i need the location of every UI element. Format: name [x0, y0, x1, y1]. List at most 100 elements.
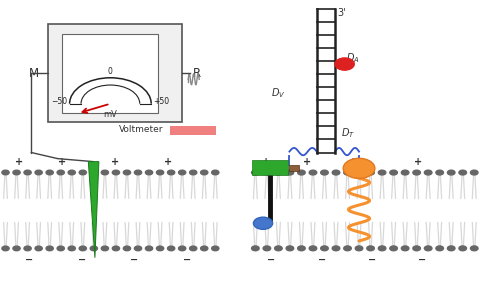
Circle shape: [179, 246, 186, 251]
Text: +: +: [414, 157, 421, 167]
Text: +50: +50: [153, 97, 169, 106]
Text: M: M: [28, 67, 39, 80]
Polygon shape: [88, 162, 99, 258]
Circle shape: [332, 170, 340, 175]
Circle shape: [286, 170, 294, 175]
Circle shape: [355, 246, 363, 251]
Circle shape: [201, 246, 208, 251]
Text: $D_V$: $D_V$: [271, 86, 286, 100]
Circle shape: [263, 170, 271, 175]
Bar: [252, 160, 288, 175]
Circle shape: [101, 170, 108, 175]
Circle shape: [378, 170, 386, 175]
Circle shape: [401, 246, 409, 251]
Bar: [48, 24, 182, 122]
Text: +: +: [303, 157, 311, 167]
Circle shape: [35, 246, 42, 251]
Text: +: +: [349, 157, 357, 167]
Circle shape: [24, 246, 31, 251]
Text: −: −: [419, 255, 426, 265]
Circle shape: [286, 246, 294, 251]
Circle shape: [470, 170, 478, 175]
Circle shape: [68, 170, 75, 175]
Text: 0: 0: [108, 67, 113, 77]
Circle shape: [90, 170, 97, 175]
Circle shape: [332, 246, 340, 251]
Circle shape: [263, 246, 271, 251]
Text: Voltmeter: Voltmeter: [120, 125, 164, 134]
Circle shape: [123, 246, 131, 251]
Text: −: −: [78, 255, 85, 265]
Circle shape: [212, 170, 219, 175]
Text: $D_T$: $D_T$: [341, 126, 355, 140]
Circle shape: [390, 170, 397, 175]
Circle shape: [390, 246, 397, 251]
Circle shape: [436, 170, 444, 175]
Circle shape: [57, 170, 64, 175]
Text: R: R: [193, 67, 201, 80]
Circle shape: [424, 170, 432, 175]
Text: +: +: [263, 157, 270, 167]
Circle shape: [13, 246, 20, 251]
Circle shape: [309, 170, 317, 175]
Text: −: −: [318, 255, 325, 265]
Circle shape: [35, 170, 42, 175]
Circle shape: [212, 246, 219, 251]
Circle shape: [447, 170, 455, 175]
Text: +: +: [111, 157, 119, 167]
Circle shape: [168, 170, 175, 175]
Circle shape: [298, 246, 305, 251]
Circle shape: [447, 246, 455, 251]
Circle shape: [112, 246, 120, 251]
Bar: [62, 34, 158, 113]
Circle shape: [298, 170, 305, 175]
Text: mV: mV: [104, 110, 117, 120]
Text: +: +: [15, 157, 23, 167]
Text: −: −: [131, 255, 138, 265]
Text: +: +: [59, 157, 66, 167]
Circle shape: [123, 170, 131, 175]
Circle shape: [344, 170, 351, 175]
Circle shape: [156, 246, 164, 251]
Circle shape: [355, 170, 363, 175]
Circle shape: [145, 170, 153, 175]
Circle shape: [252, 170, 259, 175]
Circle shape: [57, 246, 64, 251]
Circle shape: [24, 170, 31, 175]
Circle shape: [344, 246, 351, 251]
Circle shape: [470, 246, 478, 251]
Circle shape: [2, 170, 9, 175]
Circle shape: [252, 246, 259, 251]
Circle shape: [46, 170, 53, 175]
Text: $D_A$: $D_A$: [346, 51, 359, 65]
Circle shape: [68, 246, 75, 251]
Circle shape: [46, 246, 53, 251]
Circle shape: [90, 246, 97, 251]
Circle shape: [79, 170, 86, 175]
Circle shape: [367, 170, 374, 175]
Circle shape: [335, 58, 354, 70]
Circle shape: [378, 246, 386, 251]
Circle shape: [190, 246, 197, 251]
Text: −: −: [25, 255, 33, 265]
Circle shape: [112, 170, 120, 175]
Circle shape: [413, 170, 420, 175]
Circle shape: [79, 246, 86, 251]
Circle shape: [424, 246, 432, 251]
Circle shape: [190, 170, 197, 175]
Text: −: −: [267, 255, 275, 265]
Circle shape: [459, 246, 467, 251]
Circle shape: [343, 158, 375, 178]
Bar: [170, 126, 216, 135]
Circle shape: [145, 246, 153, 251]
Circle shape: [321, 170, 328, 175]
Text: −: −: [183, 255, 191, 265]
Circle shape: [156, 170, 164, 175]
Bar: [289, 165, 299, 171]
Text: +: +: [164, 157, 172, 167]
Circle shape: [201, 170, 208, 175]
Circle shape: [168, 246, 175, 251]
Circle shape: [401, 170, 409, 175]
Circle shape: [2, 246, 9, 251]
Circle shape: [13, 170, 20, 175]
